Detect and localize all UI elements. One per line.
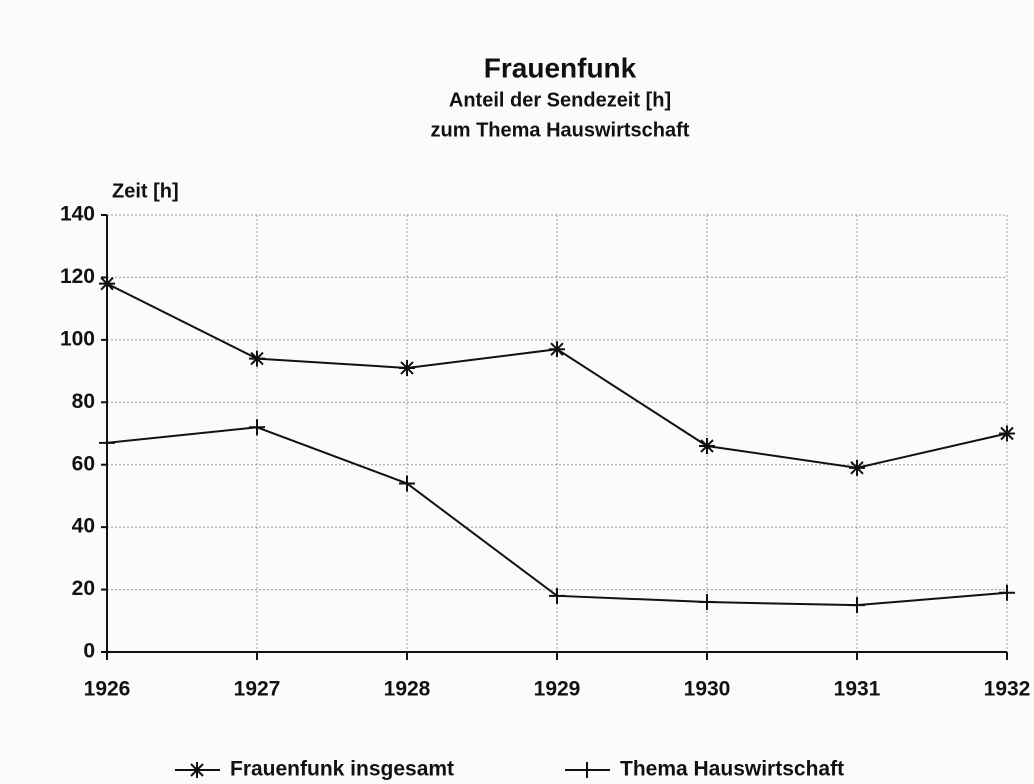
marker <box>399 359 415 376</box>
marker <box>549 587 565 604</box>
marker <box>699 594 715 611</box>
x-tick-label: 1927 <box>234 678 281 701</box>
marker <box>99 434 115 451</box>
y-axis-label: Zeit [h] <box>112 180 179 202</box>
y-tick-label: 100 <box>60 327 95 350</box>
legend-label: Thema Hauswirtschaft <box>620 758 844 781</box>
marker <box>849 459 865 476</box>
y-tick-label: 80 <box>72 390 95 413</box>
marker <box>99 275 115 292</box>
marker <box>549 341 565 358</box>
x-tick-label: 1932 <box>984 678 1031 701</box>
x-tick-label: 1930 <box>684 678 731 701</box>
y-tick-label: 40 <box>72 515 95 538</box>
marker <box>849 597 865 614</box>
y-tick-label: 140 <box>60 203 95 226</box>
marker <box>249 350 265 367</box>
marker <box>579 762 595 778</box>
y-tick-label: 120 <box>60 265 95 288</box>
legend-label: Frauenfunk insgesamt <box>230 758 454 781</box>
y-tick-label: 60 <box>72 452 95 475</box>
marker <box>999 425 1015 442</box>
chart-subtitle: Anteil der Sendezeit [h] <box>449 89 671 111</box>
marker <box>399 475 415 492</box>
y-tick-label: 20 <box>72 577 95 600</box>
marker <box>699 437 715 454</box>
x-tick-label: 1926 <box>84 678 131 701</box>
x-tick-label: 1931 <box>834 678 881 701</box>
x-tick-label: 1928 <box>384 678 431 701</box>
marker <box>249 419 265 436</box>
y-tick-label: 0 <box>83 640 95 663</box>
x-tick-label: 1929 <box>534 678 581 701</box>
marker <box>189 762 205 778</box>
marker <box>999 584 1015 601</box>
chart-title: Frauenfunk <box>484 52 637 83</box>
chart-subtitle: zum Thema Hauswirtschaft <box>431 119 690 141</box>
